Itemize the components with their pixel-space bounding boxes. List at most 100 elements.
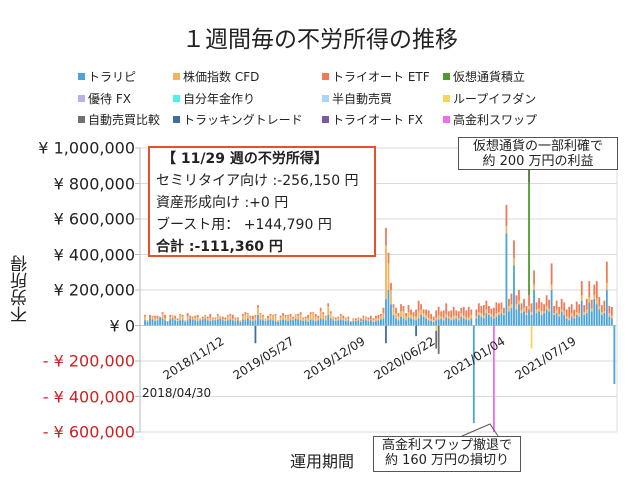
legend-item: 優待 FX bbox=[78, 90, 131, 107]
bar-series-2 bbox=[573, 309, 576, 317]
bar-series-0 bbox=[151, 319, 154, 326]
bar-series-1 bbox=[565, 316, 568, 319]
bar-series-0 bbox=[344, 321, 347, 326]
bar-series-1 bbox=[319, 311, 322, 319]
bar-series-0 bbox=[224, 321, 227, 326]
bar-series-2 bbox=[304, 316, 307, 319]
bar-series-1 bbox=[247, 313, 249, 319]
bar-series-1 bbox=[302, 318, 305, 322]
bar-series-0 bbox=[312, 320, 315, 326]
bar-series-0 bbox=[452, 319, 455, 326]
bar-series-2 bbox=[375, 315, 377, 319]
bar-series-1 bbox=[277, 320, 279, 322]
legend-swatch bbox=[173, 73, 180, 80]
bar-series-1 bbox=[375, 318, 377, 322]
bar-series-0 bbox=[179, 320, 182, 326]
bar-series-0 bbox=[432, 321, 435, 326]
summary-semi-retire: セミリタイア向け :-256,150 円 bbox=[156, 173, 359, 189]
bar-series-1 bbox=[385, 245, 387, 299]
bar-series-2 bbox=[206, 316, 209, 319]
bar-series-1 bbox=[432, 320, 435, 322]
bar-series-1 bbox=[370, 319, 372, 321]
bar-series-2 bbox=[520, 303, 523, 311]
bar-series-2 bbox=[309, 312, 312, 314]
bar-series-1 bbox=[560, 309, 563, 312]
bar-series-1 bbox=[314, 316, 317, 322]
bar-series-0 bbox=[455, 318, 458, 326]
bar-series-0 bbox=[603, 313, 606, 326]
bar-series-2 bbox=[412, 312, 415, 317]
bar-series-0 bbox=[467, 320, 470, 326]
bar-series-2 bbox=[570, 304, 573, 314]
bar-series-2 bbox=[241, 313, 244, 316]
bar-series-2 bbox=[565, 309, 568, 317]
y-axis-title: 不労所得 bbox=[11, 255, 31, 323]
bar-series-1 bbox=[179, 314, 182, 321]
y-tick-label: - ¥ 400,000 bbox=[42, 387, 135, 406]
bar-series-2 bbox=[450, 310, 453, 318]
bar-series-2 bbox=[149, 314, 151, 319]
bar-series-2 bbox=[425, 309, 428, 315]
bar-series-2 bbox=[525, 305, 528, 314]
bar-series-1 bbox=[189, 317, 192, 319]
bar-series-0 bbox=[259, 319, 262, 326]
bar-series-1 bbox=[487, 313, 490, 315]
bar-series-0 bbox=[231, 320, 234, 326]
bar-series-1 bbox=[169, 316, 171, 320]
bar-series-0 bbox=[575, 314, 578, 326]
bar-series-2 bbox=[249, 315, 252, 318]
bar-series-2 bbox=[342, 315, 345, 319]
bar-series-1 bbox=[563, 311, 566, 315]
bar-series-1 bbox=[334, 319, 337, 322]
bar-series-0 bbox=[174, 320, 177, 326]
bar-series-1 bbox=[568, 317, 571, 321]
bar-series-2 bbox=[518, 290, 520, 301]
bar-series-0 bbox=[149, 318, 151, 326]
bar-series-1 bbox=[337, 317, 340, 321]
bar-series-0 bbox=[608, 316, 611, 326]
bar-series-0 bbox=[284, 320, 287, 326]
bar-series-1 bbox=[608, 313, 611, 317]
bar-series-0 bbox=[570, 316, 573, 326]
annotation-line: 約 200 万円の利益 bbox=[482, 154, 594, 169]
bar-series-1 bbox=[206, 318, 209, 321]
bar-series-1 bbox=[465, 317, 468, 320]
bar-series-0 bbox=[262, 320, 264, 326]
bar-series-1 bbox=[181, 316, 184, 320]
bar-series-1 bbox=[525, 313, 528, 315]
bar-series-1 bbox=[518, 300, 520, 305]
legend-label: 高金利スワップ bbox=[453, 113, 538, 127]
bar-series-1 bbox=[342, 318, 345, 321]
bar-series-2 bbox=[254, 314, 257, 317]
bar-series-0 bbox=[309, 319, 312, 326]
bar-series-2 bbox=[317, 315, 320, 318]
bar-series-0 bbox=[254, 320, 257, 326]
bar-series-1 bbox=[161, 313, 164, 319]
bar-series-0 bbox=[598, 309, 601, 326]
bar-series-2 bbox=[209, 313, 212, 318]
bar-series-2 bbox=[470, 309, 473, 315]
bar-series-0 bbox=[221, 320, 224, 326]
bar-series-2 bbox=[578, 304, 581, 314]
annotation-line: 高金利スワップ撤退で bbox=[381, 438, 512, 453]
bar-series-0 bbox=[289, 319, 292, 326]
bar-series-1 bbox=[535, 309, 538, 314]
bar-series-0 bbox=[216, 319, 219, 326]
bar-series-0 bbox=[440, 318, 443, 326]
bar-series-0 bbox=[337, 320, 340, 326]
bar-series-2 bbox=[515, 295, 518, 305]
bar-series-0 bbox=[144, 320, 146, 326]
bar-series-2 bbox=[485, 300, 488, 310]
bar-series-2 bbox=[370, 315, 372, 320]
bar-series-1 bbox=[590, 308, 593, 312]
bar-series-2 bbox=[372, 318, 375, 321]
bar-series-2 bbox=[247, 313, 249, 314]
bar-series-0 bbox=[267, 320, 269, 326]
y-tick-label: - ¥ 200,000 bbox=[42, 351, 135, 371]
bar-series-0 bbox=[568, 320, 571, 326]
bar-series-2 bbox=[312, 312, 315, 314]
bar-series-0 bbox=[156, 320, 159, 326]
bar-series-2 bbox=[274, 313, 277, 316]
bar-series-0 bbox=[523, 311, 525, 326]
bar-series-2 bbox=[530, 303, 533, 313]
